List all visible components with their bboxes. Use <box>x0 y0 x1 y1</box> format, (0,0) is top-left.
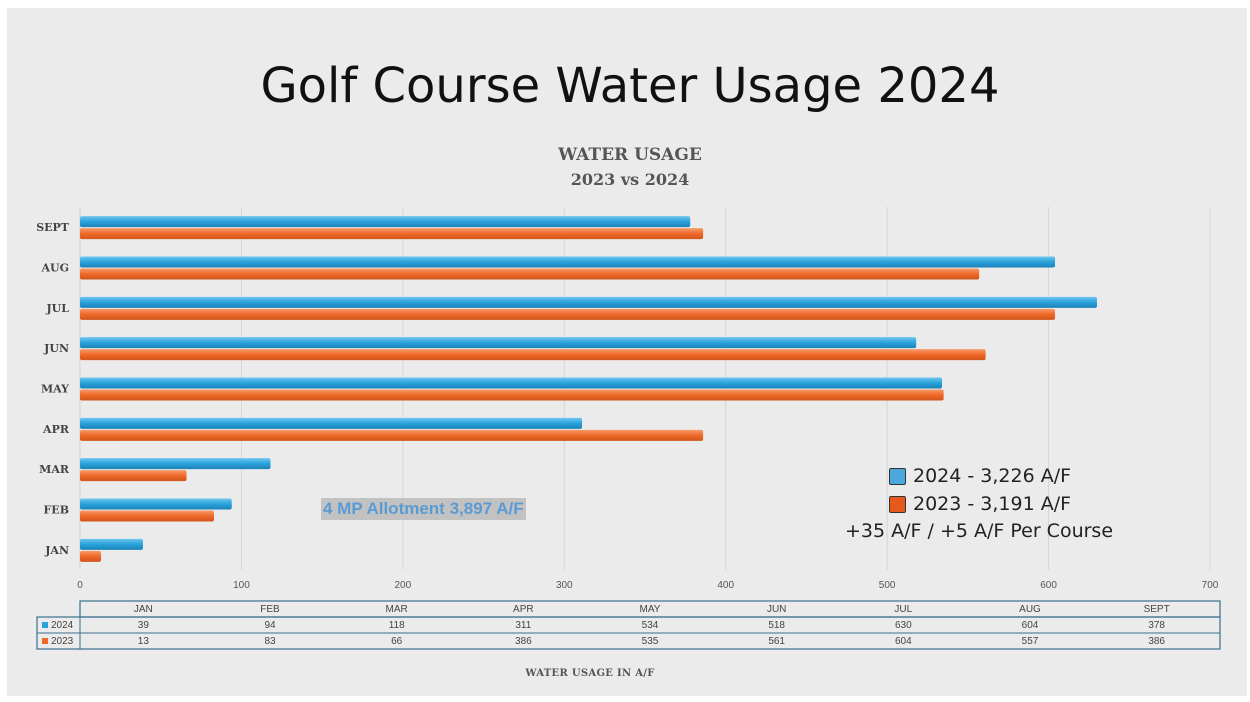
table-header-cell: JUN <box>767 604 786 615</box>
table-header-cell: MAR <box>386 604 408 615</box>
table-cell: 386 <box>515 636 532 647</box>
table-cell: 518 <box>768 620 785 631</box>
bar-2023-jul <box>80 308 1056 320</box>
table-cell: 557 <box>1022 636 1039 647</box>
y-category-label: AUG <box>40 262 69 275</box>
x-tick-label: 700 <box>1202 580 1219 591</box>
y-category-label: FEB <box>44 504 70 517</box>
bar-2024-feb <box>80 498 232 510</box>
y-category-label: JAN <box>44 544 69 557</box>
bar-2024-jan <box>80 538 143 550</box>
bar-2023-jan <box>80 550 101 562</box>
table-header-cell: APR <box>513 604 534 615</box>
table-cell: 118 <box>389 620 405 631</box>
legend: 2024 - 3,226 A/F 2023 - 3,191 A/F +35 A/… <box>845 462 1113 548</box>
bar-2024-apr <box>80 417 583 429</box>
table-header-cell: SEPT <box>1144 604 1170 615</box>
table-cell: 39 <box>138 620 150 631</box>
table-header-cell: JAN <box>134 604 153 615</box>
bar-2023-mar <box>80 470 187 482</box>
chart-title: WATER USAGE <box>558 145 702 165</box>
page-title: Golf Course Water Usage 2024 <box>260 58 1000 114</box>
allotment-annotation: 4 MP Allotment 3,897 A/F <box>321 498 526 520</box>
table-cell: 630 <box>895 620 912 631</box>
table-series-swatch <box>42 622 48 628</box>
x-tick-label: 200 <box>395 580 412 591</box>
x-tick-label: 400 <box>717 580 734 591</box>
table-cell: 13 <box>138 636 150 647</box>
legend-note: +35 A/F / +5 A/F Per Course <box>845 520 1114 542</box>
bar-2023-aug <box>80 268 980 280</box>
bar-2024-jul <box>80 296 1097 308</box>
legend-item-2023: 2023 - 3,191 A/F <box>889 490 1113 518</box>
table-series-label: 2024 <box>51 620 74 631</box>
bar-2024-aug <box>80 256 1056 268</box>
x-tick-label: 300 <box>556 580 573 591</box>
table-cell: 604 <box>1022 620 1039 631</box>
y-category-label: JUN <box>43 342 69 355</box>
x-tick-label: 600 <box>1040 580 1057 591</box>
table-cell: 386 <box>1148 636 1165 647</box>
table-cell: 561 <box>768 636 785 647</box>
legend-item-2024: 2024 - 3,226 A/F <box>889 462 1113 490</box>
bar-2023-sept <box>80 228 704 240</box>
table-header-cell: AUG <box>1019 604 1041 615</box>
table-cell: 378 <box>1148 620 1165 631</box>
bar-2023-jun <box>80 349 986 361</box>
table-cell: 83 <box>264 636 276 647</box>
y-category-label: MAY <box>41 383 69 396</box>
bar-2024-mar <box>80 458 271 470</box>
legend-swatch-2023 <box>889 495 906 513</box>
bar-2023-feb <box>80 510 214 522</box>
y-category-label: MAR <box>39 463 70 476</box>
axis-labels: 0 100 200 300 400 500 600 700 JAN FEB MAR APR MAY JUN… <box>36 221 1219 591</box>
data-table: JAN 39 13 FEB 94 83 MAR 118 66 APR 311 386 MAY 534 535… <box>36 600 1221 650</box>
y-category-label: APR <box>42 423 70 436</box>
bar-2023-may <box>80 389 944 401</box>
table-series-label: 2023 <box>51 636 74 647</box>
bar-2023-apr <box>80 429 704 441</box>
legend-label-2024: 2024 - 3,226 A/F <box>913 465 1072 487</box>
table-cell: 66 <box>391 636 403 647</box>
x-tick-label: 100 <box>233 580 250 591</box>
x-tick-label: 0 <box>77 580 83 591</box>
table-header-cell: MAY <box>640 604 661 615</box>
table-cell: 534 <box>642 620 659 631</box>
x-axis-title: WATER USAGE IN A/F <box>525 668 655 679</box>
x-tick-label: 500 <box>879 580 896 591</box>
table-header-cell: FEB <box>260 604 280 615</box>
table-series-swatch <box>42 638 48 644</box>
chart-subtitle: 2023 vs 2024 <box>570 170 690 189</box>
table-cell: 604 <box>895 636 912 647</box>
bars <box>80 216 1097 562</box>
table-cell: 311 <box>515 620 531 631</box>
bar-2024-jun <box>80 337 917 349</box>
table-cell: 94 <box>264 620 276 631</box>
legend-label-2023: 2023 - 3,191 A/F <box>913 493 1072 515</box>
bar-2024-may <box>80 377 943 389</box>
legend-swatch-2024 <box>889 467 906 485</box>
y-category-label: SEPT <box>36 221 70 234</box>
table-header-cell: JUL <box>894 604 912 615</box>
table-cell: 535 <box>642 636 659 647</box>
y-category-label: JUL <box>45 302 69 315</box>
bar-2024-sept <box>80 216 691 228</box>
